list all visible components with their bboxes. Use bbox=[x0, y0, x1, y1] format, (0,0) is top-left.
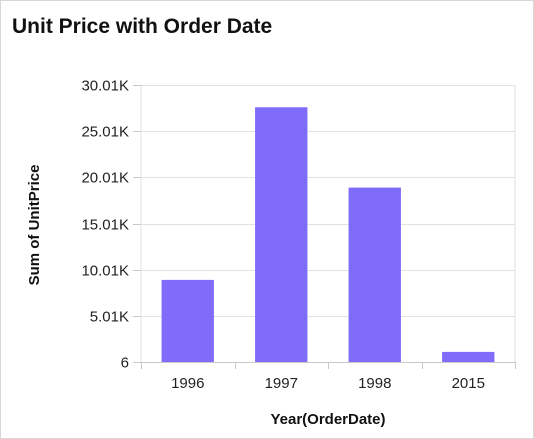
y-tick-label: 20.01K bbox=[81, 170, 129, 187]
x-axis-ticks: 1996 1997 1998 2015 bbox=[171, 375, 485, 392]
bar-1997[interactable] bbox=[255, 107, 308, 363]
x-tick-label: 1996 bbox=[171, 375, 204, 392]
y-axis-title: Sum of UnitPrice bbox=[26, 165, 43, 286]
bars bbox=[161, 107, 495, 363]
grid-lines bbox=[140, 85, 516, 362]
y-tick-label: 5.01K bbox=[90, 309, 129, 326]
bar-1996[interactable] bbox=[161, 279, 214, 362]
x-tick-label: 1998 bbox=[358, 375, 391, 392]
axes bbox=[141, 362, 516, 369]
chart-title: Unit Price with Order Date bbox=[12, 15, 273, 38]
x-axis-title: Year(OrderDate) bbox=[270, 411, 385, 428]
y-tick-label: 25.01K bbox=[81, 124, 129, 141]
y-tick-label: 6 bbox=[121, 355, 129, 372]
y-tick-label: 30.01K bbox=[81, 78, 129, 95]
bar-2015[interactable] bbox=[442, 351, 495, 362]
bar-1998[interactable] bbox=[348, 187, 401, 362]
x-tick-label: 1997 bbox=[265, 375, 298, 392]
y-tick-label: 10.01K bbox=[81, 263, 129, 280]
y-tick-label: 15.01K bbox=[81, 217, 129, 234]
x-tick-label: 2015 bbox=[452, 375, 485, 392]
y-axis-ticks: 6 5.01K 10.01K 15.01K 20.01K 25.01K 30.01K bbox=[81, 78, 141, 372]
